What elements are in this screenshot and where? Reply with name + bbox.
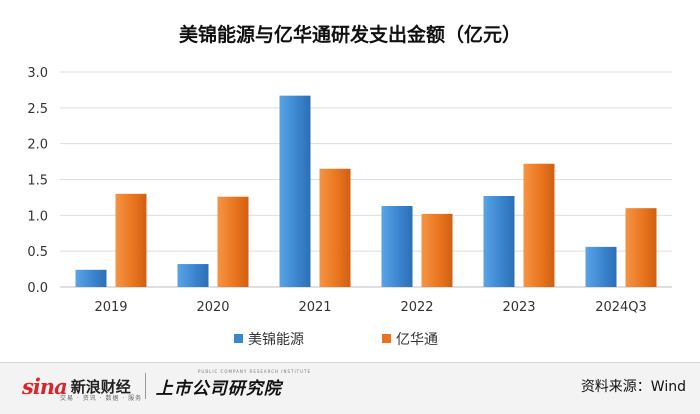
bar-yihuatong-2019 (115, 193, 147, 287)
y-tick-label: 0.5 (27, 245, 48, 260)
footer-band (0, 362, 700, 414)
y-tick-label: 3.0 (27, 66, 48, 81)
bars (75, 95, 657, 288)
bar-yihuatong-2022 (421, 213, 453, 287)
sina-logo: sina (22, 373, 68, 399)
bar-yihuatong-2023 (523, 163, 555, 287)
y-axis-ticks: 0.0 0.5 1.0 1.5 2.0 2.5 3.0 (27, 66, 48, 296)
x-tick-label: 2020 (196, 300, 229, 315)
x-tick-label: 2021 (298, 300, 331, 315)
legend-swatch (234, 334, 243, 343)
sina-tagline: 交易 · 资讯 · 数据 · 服务 (60, 395, 143, 402)
x-tick-label: 2022 (400, 300, 433, 315)
bar-meijin-2019 (75, 269, 107, 287)
institute-tagline: PUBLIC COMPANY RESEARCH INSTITUTE (198, 369, 311, 374)
chart-title: 美锦能源与亿华通研发支出金额（亿元） (179, 23, 521, 46)
y-tick-label: 2.0 (27, 138, 48, 153)
source-note: 资料来源：Wind (580, 379, 686, 395)
bar-meijin-2022 (381, 206, 413, 287)
institute-logo: 上市公司研究院 (155, 378, 282, 399)
footer-divider (0, 362, 700, 363)
x-tick-label: 2023 (502, 300, 535, 315)
bar-yihuatong-2020 (217, 196, 249, 287)
bar-yihuatong-2021 (319, 168, 351, 287)
y-tick-label: 1.5 (27, 174, 48, 189)
legend-label: 美锦能源 (248, 331, 304, 348)
gridlines (60, 71, 672, 288)
bar-meijin-2020 (177, 264, 209, 287)
y-tick-label: 1.0 (27, 209, 48, 224)
bar-yihuatong-2024Q3 (625, 208, 657, 287)
y-tick-label: 0.0 (27, 281, 48, 296)
y-tick-label: 2.5 (27, 102, 48, 117)
bar-meijin-2023 (483, 195, 515, 287)
logo-separator (144, 373, 146, 399)
bar-meijin-2021 (279, 95, 311, 288)
x-tick-label: 2019 (94, 300, 127, 315)
x-tick-label: 2024Q3 (595, 300, 647, 315)
sina-name: 新浪财经 (70, 377, 131, 396)
legend-swatch (382, 334, 391, 343)
legend: 美锦能源 亿华通 (234, 331, 438, 348)
x-axis-ticks: 2019 2020 2021 2022 2023 2024Q3 (94, 300, 646, 315)
legend-label: 亿华通 (396, 332, 438, 348)
bar-meijin-2024Q3 (585, 246, 617, 287)
footer-logos: sina 新浪财经 交易 · 资讯 · 数据 · 服务 上市公司研究院 PUBL… (22, 368, 310, 404)
